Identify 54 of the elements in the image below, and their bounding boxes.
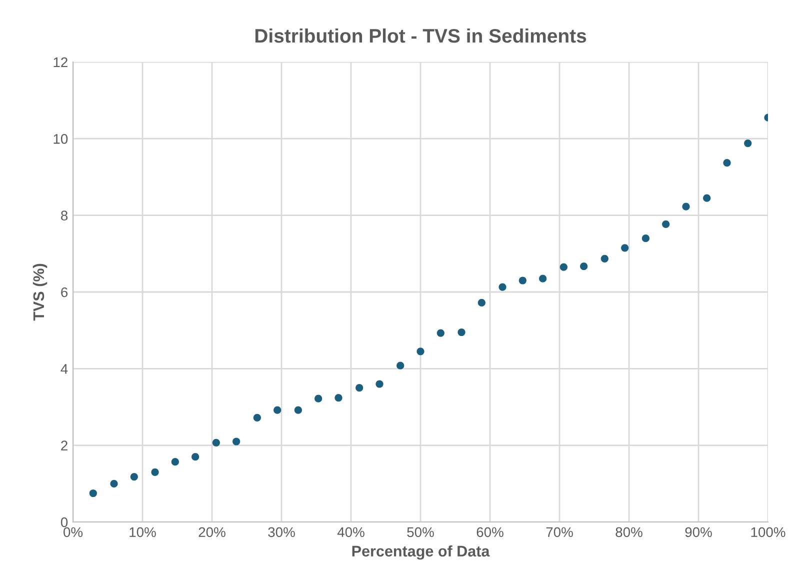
point bbox=[274, 406, 282, 414]
point bbox=[560, 263, 568, 271]
x-tick-label: 0% bbox=[64, 527, 83, 538]
x-tick-label: 100% bbox=[751, 527, 786, 538]
point bbox=[253, 414, 261, 422]
point bbox=[518, 276, 526, 284]
chart-title: Distribution Plot - TVS in Sediments bbox=[255, 28, 586, 43]
x-tick-label: 80% bbox=[616, 527, 642, 538]
point bbox=[396, 362, 404, 370]
point bbox=[356, 384, 364, 392]
y-tick-label: 6 bbox=[61, 287, 68, 298]
x-tick-label: 20% bbox=[198, 527, 226, 538]
point bbox=[642, 234, 650, 242]
point bbox=[151, 468, 159, 476]
x-tick-label: 50% bbox=[407, 527, 434, 538]
x-tick-label: 30% bbox=[268, 527, 295, 538]
point bbox=[458, 328, 466, 336]
point bbox=[744, 139, 752, 148]
point bbox=[416, 348, 424, 356]
x-tick-label: 10% bbox=[130, 527, 156, 538]
point bbox=[192, 453, 200, 461]
point bbox=[334, 394, 342, 402]
point bbox=[212, 438, 220, 446]
x-tick-label: 90% bbox=[685, 527, 712, 538]
x-tick-label: 60% bbox=[476, 527, 504, 538]
y-tick-label: 8 bbox=[61, 210, 68, 221]
point bbox=[294, 406, 302, 414]
y-tick-label: 10 bbox=[54, 134, 68, 144]
point bbox=[539, 274, 547, 282]
point bbox=[232, 438, 240, 446]
x-axis-title: Percentage of Data bbox=[352, 545, 490, 560]
point bbox=[478, 298, 486, 307]
point bbox=[723, 159, 731, 167]
point bbox=[600, 254, 608, 262]
point bbox=[89, 489, 97, 498]
point bbox=[171, 458, 179, 466]
point bbox=[682, 202, 690, 210]
y-tick-label: 4 bbox=[60, 364, 68, 374]
point bbox=[621, 244, 629, 252]
y-tick-label: 0 bbox=[60, 517, 68, 528]
point bbox=[703, 194, 711, 202]
point bbox=[314, 394, 322, 402]
point bbox=[498, 283, 506, 291]
point bbox=[436, 329, 444, 337]
y-tick-label: 2 bbox=[61, 440, 68, 450]
x-tick-label: 70% bbox=[546, 527, 573, 538]
point bbox=[376, 380, 384, 388]
y-tick-label: 12 bbox=[54, 57, 68, 68]
point bbox=[110, 480, 118, 488]
point bbox=[580, 262, 588, 270]
point bbox=[662, 220, 670, 228]
y-axis-title: TVS (%) bbox=[32, 264, 48, 321]
point bbox=[130, 472, 138, 481]
x-tick-label: 40% bbox=[337, 527, 364, 538]
